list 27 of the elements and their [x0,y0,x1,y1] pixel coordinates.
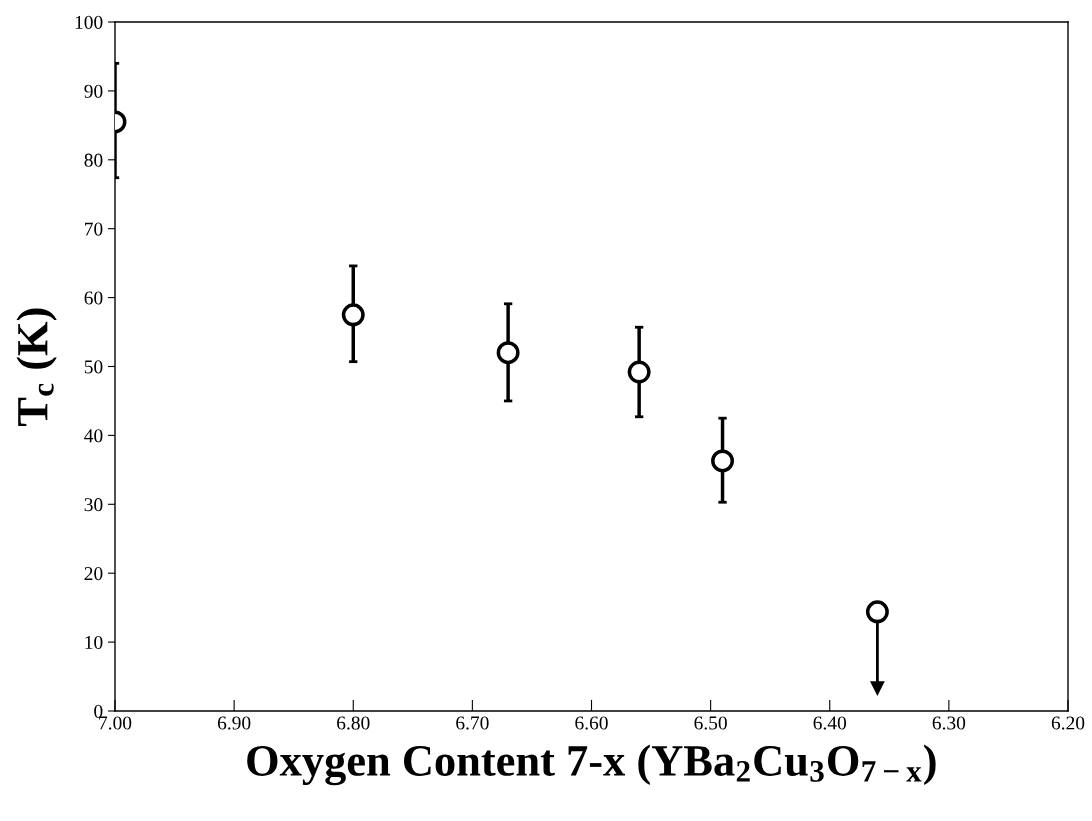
x-tick-label: 6.90 [217,716,251,730]
x-tick-label: 6.80 [337,716,370,730]
x-tick-label: 6.20 [1051,716,1085,730]
y-tick-label: 30 [84,498,103,512]
x-tick-label: 6.40 [813,716,847,730]
point [496,341,520,365]
y-tick-label: 90 [84,84,103,98]
x-tick-label: 6.50 [694,716,727,730]
x-axis-title: Oxygen Content 7-x (YBa$_{2}$Cu$_{3}$O$_{7−x}$) [247,744,936,786]
x-tick-label: 7.00 [99,716,132,730]
x-tick-label: 6.60 [575,716,608,730]
point [627,360,651,384]
point [865,600,889,624]
point [341,303,365,327]
y-tick-label: 100 [75,15,103,29]
x-tick-label: 6.70 [456,716,489,730]
y-tick-label: 10 [85,635,103,650]
y-tick-label: 40 [84,429,103,443]
y-tick-label: 20 [84,567,103,581]
x-tick-label: 6.30 [932,716,966,730]
y-axis-title: T$_{c}$ (K) [16,308,57,427]
y-tick-label: 50 [84,360,103,374]
y-tick-label: 70 [85,222,103,236]
point [711,449,734,473]
y-tick-label: 0 [94,704,103,718]
y-tick-label: 80 [84,153,103,167]
y-tick-label: 60 [84,291,103,305]
